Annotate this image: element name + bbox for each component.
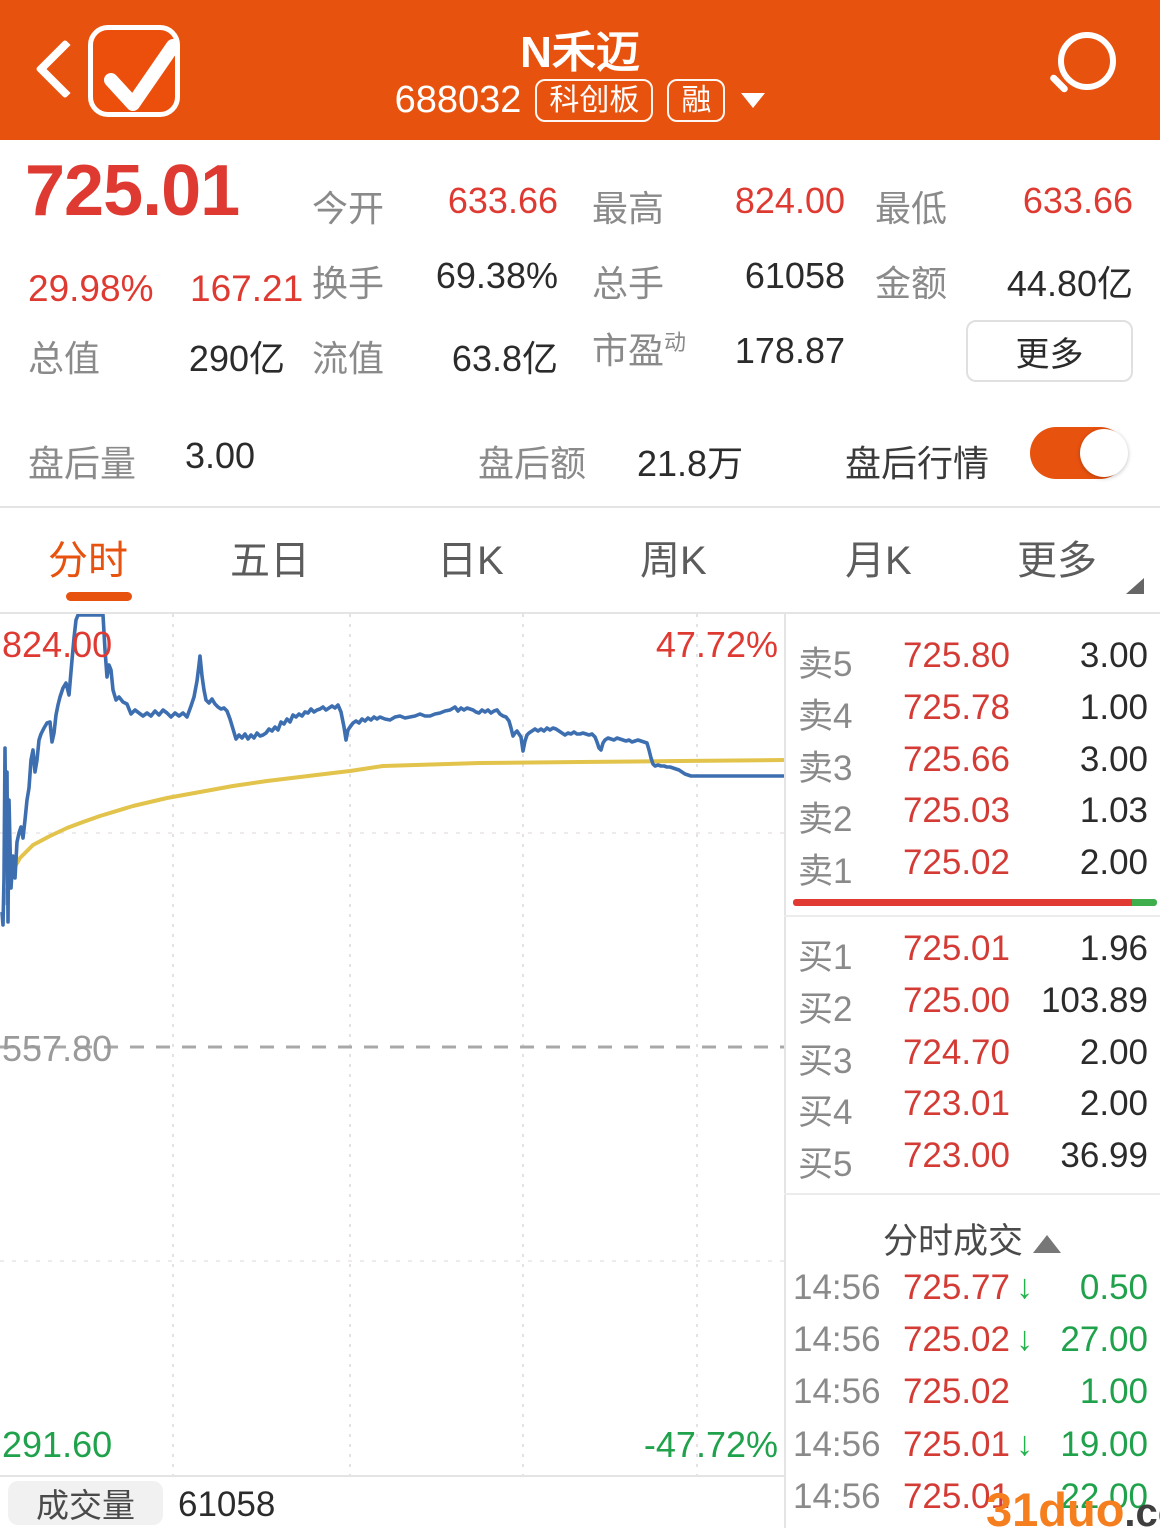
- stat-value: 44.80亿: [1006, 263, 1133, 304]
- stat-label: 总手: [592, 263, 665, 304]
- stat-value: 633.66: [447, 180, 558, 221]
- stat-label: 今开: [312, 188, 385, 229]
- tick-row: 14:56 725.01 22.00: [793, 1477, 1148, 1516]
- app-header: N禾迈 688032 科创板 融: [0, 0, 1160, 140]
- watchlist-check-icon[interactable]: [88, 25, 180, 117]
- minute-chart[interactable]: [0, 614, 784, 1475]
- stock-name-title: N禾迈: [520, 28, 640, 77]
- buy-row[interactable]: 买1 725.01 1.96: [798, 929, 1148, 977]
- margin-badge: 融: [667, 78, 726, 122]
- after-hours-amt-value: 21.8万: [637, 443, 744, 484]
- stat-label: 流值: [312, 338, 385, 379]
- buy-row[interactable]: 买3 724.70 2.00: [798, 1033, 1148, 1081]
- sell-row[interactable]: 卖1 725.02 2.00: [798, 843, 1148, 891]
- down-arrow-icon: ↓: [1016, 1268, 1033, 1306]
- tab-minute[interactable]: 分时: [48, 539, 128, 583]
- tick-row: 14:56 725.02 1.00: [793, 1372, 1148, 1411]
- chart-mid-label: 557.80: [2, 1028, 113, 1069]
- tab-monthly-k[interactable]: 月K: [845, 539, 912, 583]
- stock-subtitle-row[interactable]: 688032 科创板 融: [0, 76, 1160, 124]
- change-percent: 29.98%: [28, 268, 154, 309]
- ticks-header[interactable]: 分时成交: [784, 1213, 1160, 1264]
- after-hours-vol-label: 盘后量: [28, 443, 137, 484]
- stat-label: 市盈动: [592, 330, 687, 371]
- avg-price-line: [3, 758, 784, 906]
- active-tab-underline: [66, 592, 132, 601]
- stat-value: 69.38%: [435, 255, 558, 296]
- sell-row[interactable]: 卖4 725.78 1.00: [798, 688, 1148, 736]
- last-price: 725.01: [25, 151, 240, 231]
- toggle-knob: [1080, 429, 1128, 477]
- stat-value: 178.87: [734, 330, 845, 371]
- collapse-triangle-icon: [1033, 1235, 1061, 1253]
- section-divider: [0, 506, 1160, 508]
- panel-divider: [784, 613, 786, 1528]
- caret-down-icon[interactable]: [741, 92, 766, 108]
- tab-daily-k[interactable]: 日K: [437, 539, 504, 583]
- buy-row[interactable]: 买5 723.00 36.99: [798, 1136, 1148, 1184]
- change-value: 167.21: [190, 268, 304, 309]
- stat-label: 金额: [875, 263, 948, 304]
- tabs-divider: [0, 612, 1160, 614]
- stat-value: 63.8亿: [451, 338, 558, 379]
- volume-value: 61058: [178, 1485, 276, 1524]
- tab-more[interactable]: 更多: [1017, 539, 1097, 583]
- search-icon[interactable]: [1058, 32, 1116, 90]
- tick-row: 14:56 725.77 ↓ 0.50: [793, 1268, 1148, 1307]
- more-stats-button[interactable]: 更多: [966, 320, 1133, 382]
- buy-row[interactable]: 买2 725.00 103.89: [798, 981, 1148, 1029]
- buy-row[interactable]: 买4 723.01 2.00: [798, 1084, 1148, 1132]
- buy-sell-ratio-bar: [793, 899, 1157, 906]
- price-line: [0, 614, 784, 927]
- stat-label: 总值: [28, 338, 101, 379]
- stat-value: 824.00: [734, 180, 845, 221]
- chart-high-label: 824.00: [2, 624, 113, 665]
- down-arrow-icon: ↓: [1016, 1425, 1033, 1463]
- order-book-panel: 卖5 725.80 3.00 卖4 725.78 1.00 卖3 725.66 …: [784, 613, 1160, 1528]
- buy-ratio-segment: [1131, 899, 1157, 906]
- site-watermark: 31duo.com: [986, 1483, 1160, 1528]
- volume-label[interactable]: 成交量: [8, 1481, 163, 1525]
- stock-code: 688032: [394, 78, 522, 121]
- volume-divider: [0, 1475, 784, 1477]
- sell-row[interactable]: 卖5 725.80 3.00: [798, 636, 1148, 684]
- stat-label: 最高: [592, 188, 665, 229]
- stat-label: 换手: [312, 263, 385, 304]
- chart-high-pct-label: 47.72%: [655, 624, 778, 665]
- chart-low-label: 291.60: [2, 1424, 113, 1465]
- tick-row: 14:56 725.01 ↓ 19.00: [793, 1425, 1148, 1464]
- stat-value: 61058: [744, 255, 845, 296]
- after-hours-quote-label: 盘后行情: [845, 443, 990, 484]
- tab-five-day[interactable]: 五日: [230, 539, 310, 583]
- stat-label: 最低: [875, 188, 948, 229]
- stat-value: 290亿: [188, 338, 285, 379]
- board-badge: 科创板: [535, 78, 654, 122]
- orderbook-divider: [784, 915, 1160, 917]
- down-arrow-icon: ↓: [1016, 1320, 1033, 1358]
- tab-more-corner-icon: [1126, 578, 1144, 594]
- after-hours-toggle[interactable]: [1030, 427, 1128, 479]
- chart-low-pct-label: -47.72%: [643, 1424, 778, 1465]
- sell-row[interactable]: 卖3 725.66 3.00: [798, 740, 1148, 788]
- after-hours-vol-value: 3.00: [185, 435, 256, 476]
- tick-row: 14:56 725.02 ↓ 27.00: [793, 1320, 1148, 1359]
- ticks-divider: [784, 1193, 1160, 1195]
- after-hours-amt-label: 盘后额: [478, 443, 587, 484]
- tab-weekly-k[interactable]: 周K: [640, 539, 707, 583]
- sell-row[interactable]: 卖2 725.03 1.03: [798, 791, 1148, 839]
- sell-ratio-segment: [793, 899, 1132, 906]
- stat-value: 633.66: [1022, 180, 1133, 221]
